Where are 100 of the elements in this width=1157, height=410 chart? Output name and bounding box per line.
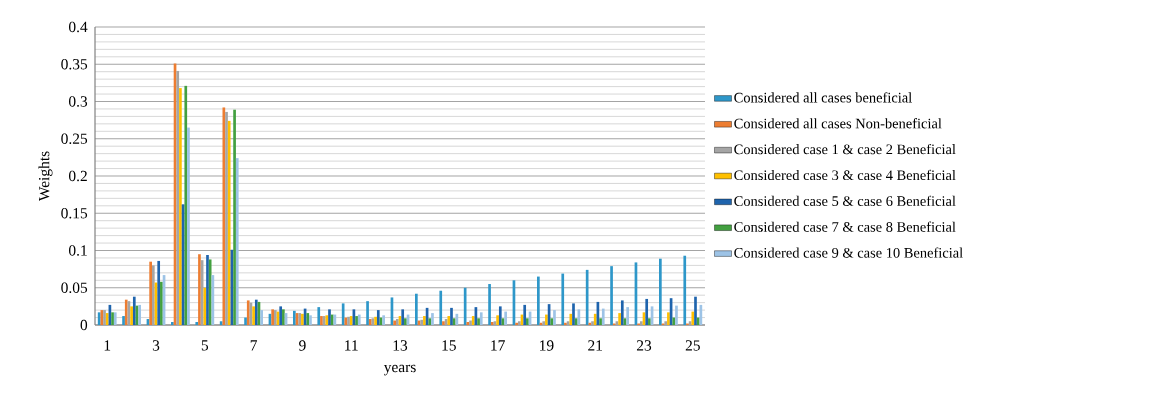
bar <box>488 284 491 325</box>
bar <box>206 254 209 325</box>
y-tick-label: 0.2 <box>68 170 87 182</box>
bar <box>244 317 247 325</box>
bar <box>450 307 453 325</box>
bar <box>366 301 369 325</box>
bar <box>683 255 687 325</box>
bar <box>659 258 662 325</box>
bar <box>151 265 155 325</box>
bar <box>694 296 697 325</box>
bar <box>572 303 575 325</box>
bar <box>496 315 499 325</box>
bar <box>130 306 133 325</box>
x-tick-label: 3 <box>152 340 160 351</box>
bar <box>376 310 380 325</box>
bar <box>184 85 188 325</box>
legend-label: Considered all cases Non-beneficial <box>734 118 942 129</box>
bar <box>252 306 255 325</box>
bar <box>233 109 236 325</box>
bar <box>585 269 589 325</box>
bar <box>160 281 163 325</box>
x-tick-label: 5 <box>201 340 209 351</box>
x-tick-label: 9 <box>299 340 306 351</box>
x-tick-label: 15 <box>442 340 456 351</box>
y-axis-title: Weights <box>38 151 53 202</box>
legend-label: Considered case 7 & case 8 Beneficial <box>734 221 956 232</box>
legend-label: Considered all cases beneficial <box>734 92 912 103</box>
bar <box>696 317 700 325</box>
x-tick-label: 25 <box>685 340 700 351</box>
y-tick-label: 0.4 <box>68 21 88 33</box>
bar <box>691 311 695 325</box>
bar <box>317 307 321 325</box>
bar <box>235 158 239 325</box>
bar <box>471 316 475 325</box>
bar <box>550 318 554 325</box>
bar <box>553 310 556 325</box>
bar <box>452 318 456 325</box>
y-tick-label: 0 <box>80 319 88 331</box>
bar <box>171 322 174 325</box>
bar <box>132 296 136 325</box>
legend-label: Considered case 1 & case 2 Beneficial <box>734 143 956 155</box>
y-tick-label: 0.3 <box>68 96 88 107</box>
bar <box>328 309 331 325</box>
bar <box>203 287 207 325</box>
x-tick-label: 11 <box>345 340 358 351</box>
bar <box>618 313 621 325</box>
bar <box>428 318 432 325</box>
bar <box>537 276 540 325</box>
bar <box>198 254 201 325</box>
bar <box>593 313 597 325</box>
bar <box>569 313 573 325</box>
legend-label: Considered case 3 & case 4 Beneficial <box>734 169 956 181</box>
bar <box>157 260 161 325</box>
bar <box>401 309 405 325</box>
bar <box>404 318 407 325</box>
y-tick-label: 0.05 <box>61 282 88 293</box>
bar <box>498 306 502 325</box>
bar <box>225 111 228 325</box>
x-tick-label: 13 <box>393 340 408 351</box>
bar <box>574 318 578 325</box>
bar <box>620 300 624 325</box>
bar <box>260 310 263 325</box>
x-tick-label: 21 <box>588 340 603 351</box>
bar <box>439 290 443 325</box>
bar <box>222 107 226 325</box>
y-tick-label: 0.35 <box>61 59 88 70</box>
bar <box>599 318 602 325</box>
y-tick-label: 0.15 <box>61 208 88 219</box>
bar <box>227 120 231 325</box>
bar <box>523 304 527 325</box>
legend-label: Considered case 5 & case 6 Beneficial <box>734 195 956 206</box>
bar <box>626 307 630 325</box>
bar <box>675 305 678 325</box>
bar <box>179 88 182 325</box>
bar <box>415 293 418 325</box>
bar <box>545 314 548 325</box>
bar <box>672 317 676 325</box>
bar <box>648 318 651 325</box>
bar <box>122 316 125 325</box>
legend-label: Considered case 9 & case 10 Beneficial <box>734 247 963 258</box>
bar <box>176 70 180 325</box>
bar <box>463 287 467 325</box>
bar <box>526 318 529 325</box>
x-tick-label: 23 <box>636 340 652 351</box>
x-tick-label: 1 <box>104 340 111 351</box>
bar <box>208 259 212 325</box>
x-tick-label: 17 <box>491 340 505 351</box>
x-axis-title: years <box>383 364 416 376</box>
bar <box>149 261 152 325</box>
x-tick-label: 7 <box>250 340 258 351</box>
bar <box>561 273 565 325</box>
bar <box>610 266 613 325</box>
y-tick-label: 0.1 <box>68 245 87 256</box>
bar <box>477 318 480 325</box>
bar <box>195 322 199 325</box>
y-tick-label: 0.25 <box>61 133 88 144</box>
bar <box>479 312 483 325</box>
bar <box>667 312 670 325</box>
bar <box>504 311 508 325</box>
bar <box>645 298 649 325</box>
